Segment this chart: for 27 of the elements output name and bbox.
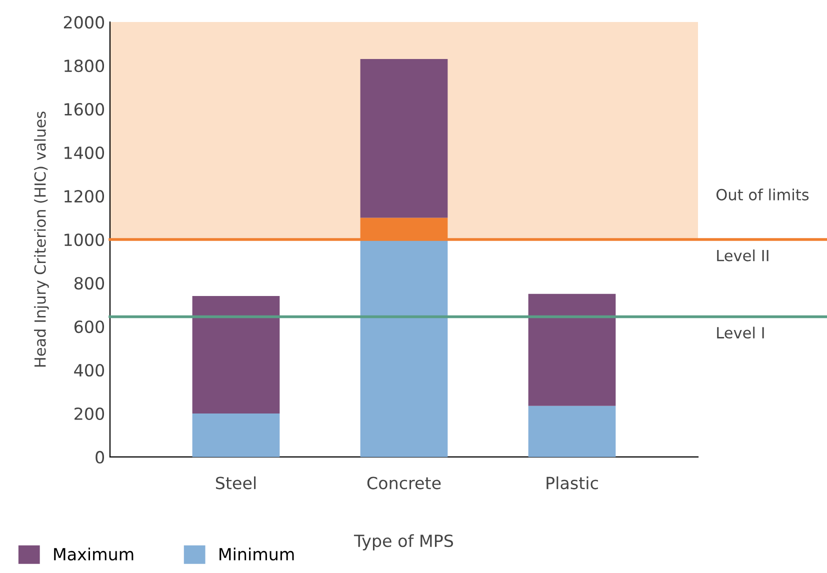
y-tick-label: 1800 <box>64 60 104 72</box>
y-tick-label: 1600 <box>64 103 104 116</box>
legend-label: Minimum <box>220 548 294 560</box>
ref-line-label: Level I <box>717 326 764 339</box>
y-tick-label: 800 <box>74 276 104 290</box>
bar <box>192 413 280 457</box>
bar <box>360 240 448 457</box>
bar <box>360 59 448 218</box>
bar <box>528 294 616 406</box>
x-axis-title: Type of MPS <box>354 534 454 550</box>
bar <box>528 406 616 457</box>
x-tick-label: Concrete <box>367 476 441 490</box>
y-tick-label: 1200 <box>64 190 104 203</box>
y-tick-label: 1400 <box>64 146 104 160</box>
ref-line-label: Level II <box>717 250 768 262</box>
x-tick-label: Steel <box>216 476 256 490</box>
y-tick-label: 400 <box>74 364 104 377</box>
bar <box>192 296 280 414</box>
y-tick-label: 600 <box>74 320 104 334</box>
y-tick-label: 0 <box>96 450 104 464</box>
legend-label: Maximum <box>54 548 134 560</box>
x-tick-label: Plastic <box>546 476 598 490</box>
y-tick-label: 200 <box>74 407 104 420</box>
y-tick-label: 2000 <box>64 16 104 29</box>
y-axis-title: Head Injury Criterion (HIC) values <box>34 112 49 367</box>
band-label: Out of limits <box>716 188 809 200</box>
y-tick-label: 1000 <box>64 233 104 246</box>
